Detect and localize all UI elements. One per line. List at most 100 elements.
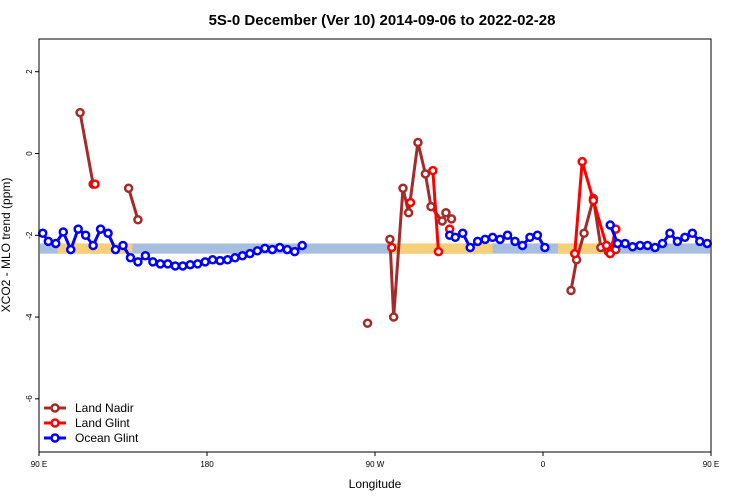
data-point [612, 238, 623, 249]
data-point [428, 165, 438, 176]
x-axis: 90 E 180 90 W 0 90 E [31, 452, 719, 469]
data-point [123, 183, 134, 194]
data-point [362, 318, 373, 328]
data-point [260, 243, 270, 254]
data-point [650, 242, 660, 253]
data-point [665, 228, 675, 238]
data-point [601, 240, 612, 251]
data-point [579, 228, 589, 238]
series-layer [37, 107, 713, 328]
x-tick-label: 180 [200, 460, 214, 469]
y-axis-label: XCO2 - MLO trend (ppm) [0, 178, 13, 313]
data-point [525, 232, 535, 243]
series-line [78, 112, 95, 185]
legend-label: Land Glint [75, 416, 130, 430]
chart-title: 5S-0 December (Ver 10) 2014-09-06 to 202… [209, 12, 556, 29]
data-point [43, 236, 54, 247]
data-point [170, 261, 181, 271]
data-point [627, 241, 638, 252]
data-point [385, 234, 395, 245]
series-line [127, 187, 140, 221]
legend-marker [50, 433, 60, 443]
data-point [441, 208, 451, 218]
data-point [192, 259, 203, 269]
series-ocean-glint [37, 220, 713, 271]
data-point [450, 232, 461, 243]
data-point [457, 228, 468, 238]
data-point [163, 259, 173, 269]
data-point [702, 238, 713, 249]
data-point [405, 197, 416, 208]
data-point [125, 253, 136, 263]
data-point [605, 248, 615, 259]
data-point [252, 246, 263, 256]
data-point [95, 224, 106, 234]
data-point [420, 169, 431, 179]
data-point [517, 240, 528, 251]
data-point [267, 244, 278, 255]
data-point [110, 244, 121, 255]
series-line [431, 170, 440, 252]
data-point [230, 253, 240, 263]
band-rect [40, 243, 710, 254]
data-point [103, 228, 113, 238]
data-point [88, 240, 98, 251]
data-point [177, 261, 188, 271]
data-point [495, 234, 505, 245]
legend-item-ocean-glint: Ocean Glint [44, 431, 139, 445]
x-tick-label: 90 W [366, 460, 385, 469]
data-point [133, 257, 143, 267]
data-point [687, 228, 698, 238]
x-tick-label: 90 E [31, 460, 47, 469]
data-point [237, 250, 248, 261]
series-land-nadir [75, 107, 621, 328]
data-point [58, 227, 69, 237]
data-point [222, 255, 233, 265]
data-point [133, 214, 143, 225]
legend-label: Land Nadir [75, 401, 134, 415]
data-point [510, 236, 520, 247]
data-point [388, 312, 399, 322]
series-line [388, 140, 453, 319]
legend-marker [50, 403, 60, 413]
data-point [297, 240, 307, 251]
legend-label: Ocean Glint [75, 431, 139, 445]
data-point [90, 179, 100, 189]
data-point [695, 236, 705, 247]
data-point [37, 228, 48, 238]
data-point [472, 236, 483, 247]
x-tick-label: 90 E [703, 460, 719, 469]
data-point [569, 248, 580, 259]
data-point [502, 230, 513, 241]
x-axis-label: Longitude [349, 477, 402, 491]
data-point [155, 259, 166, 269]
data-point [245, 248, 255, 259]
data-point [140, 250, 151, 261]
data-point [642, 240, 653, 251]
data-point [433, 246, 444, 257]
legend-item-land-glint: Land Glint [44, 416, 130, 430]
data-point [215, 255, 225, 266]
data-point [446, 214, 457, 224]
y-tick-label: -2 [25, 231, 34, 239]
y-axis: 2 0 -2 -4 -6 [25, 69, 39, 402]
data-point [540, 242, 550, 253]
data-point [566, 285, 576, 296]
data-point [465, 242, 475, 253]
legend-item-land-nadir: Land Nadir [44, 401, 134, 415]
y-tick-label: -6 [25, 395, 34, 403]
data-point [207, 255, 218, 265]
data-point [635, 240, 645, 251]
data-point [200, 257, 210, 267]
data-point [73, 224, 83, 234]
data-point [437, 216, 447, 226]
y-tick-label: 2 [25, 69, 34, 74]
data-point [51, 238, 61, 249]
data-point [185, 259, 195, 270]
data-point [275, 242, 285, 253]
data-point [65, 244, 76, 255]
data-point [148, 257, 158, 267]
data-point [680, 232, 690, 243]
data-point [487, 232, 498, 243]
